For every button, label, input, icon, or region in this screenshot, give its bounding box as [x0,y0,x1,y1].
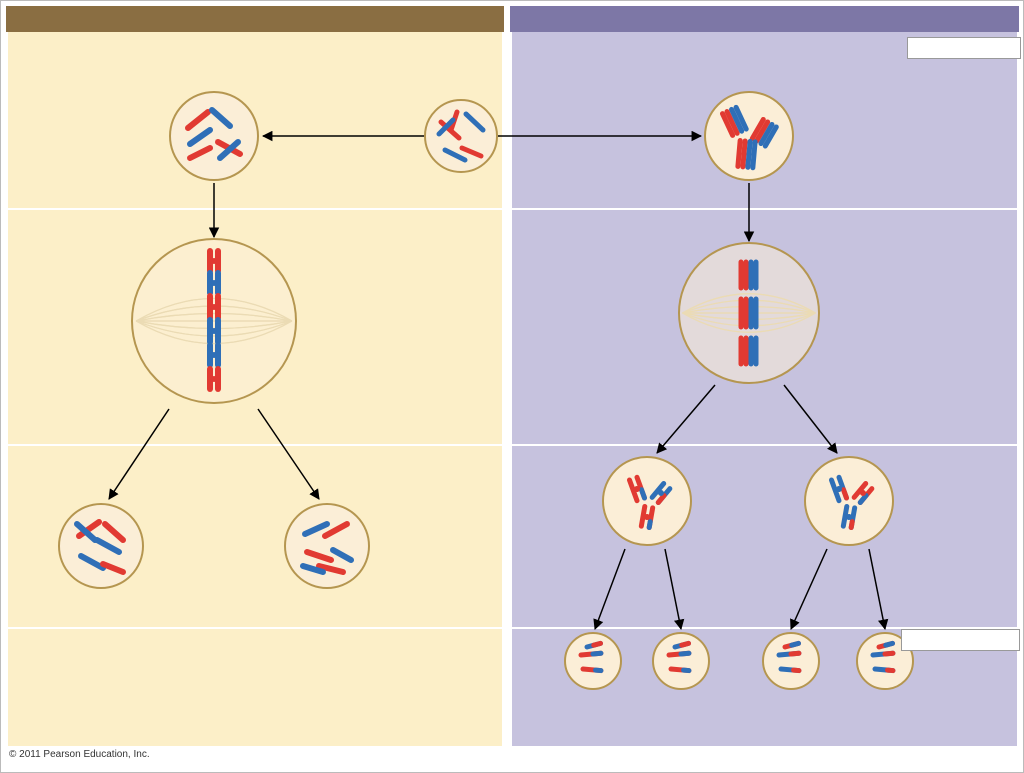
diagram-svg [1,1,1024,773]
label-box [907,37,1021,59]
copyright: © 2011 Pearson Education, Inc. [9,749,150,760]
label-box [901,629,1020,651]
page: © 2011 Pearson Education, Inc. [0,0,1024,773]
